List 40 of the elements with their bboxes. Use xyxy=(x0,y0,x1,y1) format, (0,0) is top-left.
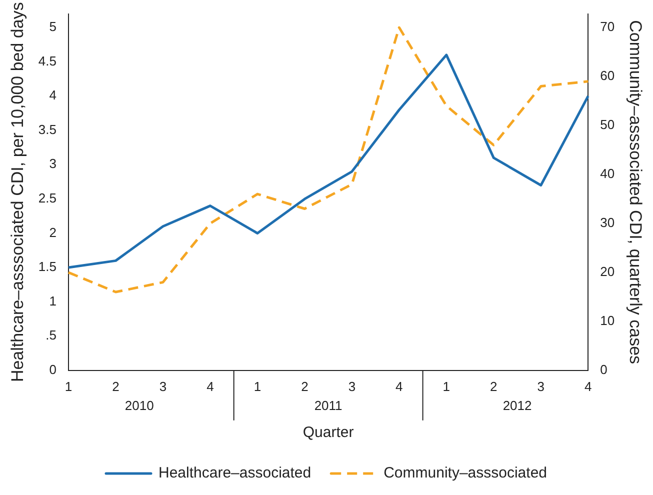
y-tick-label: 3.5 xyxy=(38,122,56,137)
y-tick-label: 2.5 xyxy=(38,190,56,206)
y-tick-label: 1.5 xyxy=(38,259,56,274)
x-tick-label: 3 xyxy=(537,378,545,394)
legend-label: Community–asssociated xyxy=(384,464,547,482)
y-tick-label: .5 xyxy=(46,328,56,343)
x-tick-label: 1 xyxy=(254,378,262,394)
y2-tick-label: 20 xyxy=(600,264,615,280)
text: 2012 xyxy=(502,398,532,413)
y-tick-label: 5 xyxy=(49,19,56,34)
y-axis-title: Healthcare–asssociated CDI, per 10,000 bed days xyxy=(8,2,27,382)
y2-tick-label: 40 xyxy=(600,166,615,182)
x-tick-label: 3 xyxy=(159,378,167,394)
y2-axis-title: Community–asssociated CDI, quarterly cases xyxy=(626,20,646,364)
text: 2011 xyxy=(314,398,342,413)
y2-tick-label: 60 xyxy=(600,68,615,84)
y-tick-label: 0 xyxy=(49,362,56,377)
y-tick-label: 3 xyxy=(49,156,56,172)
x-tick-label: 2 xyxy=(301,378,308,394)
line-series xyxy=(67,26,590,294)
y-tick-label: 4 xyxy=(49,88,56,103)
y2-tick-label: 0 xyxy=(600,362,608,377)
legend-label: Healthcare–associated xyxy=(158,464,312,482)
text: 2010 xyxy=(124,398,154,413)
x-tick-label: 2 xyxy=(490,378,498,394)
y-tick-label: 1 xyxy=(49,293,56,308)
x-axis-title: Quarter xyxy=(302,424,354,442)
y2-tick-label: 50 xyxy=(600,117,615,132)
y-tick-label: 4.5 xyxy=(38,53,56,68)
y2-tick-label: 10 xyxy=(600,312,615,328)
y-tick-label: 2 xyxy=(49,224,56,240)
x-tick-label: 1 xyxy=(442,378,450,394)
x-tick-label: 4 xyxy=(396,378,403,394)
x-tick-label: 1 xyxy=(64,378,72,394)
x-tick-label: 4 xyxy=(206,378,214,394)
x-tick-label: 4 xyxy=(584,378,592,394)
x-tick-label: 3 xyxy=(348,378,356,394)
x-tick-label: 2 xyxy=(112,378,120,394)
y2-tick-label: 70 xyxy=(600,19,615,34)
y2-tick-label: 30 xyxy=(600,215,615,230)
